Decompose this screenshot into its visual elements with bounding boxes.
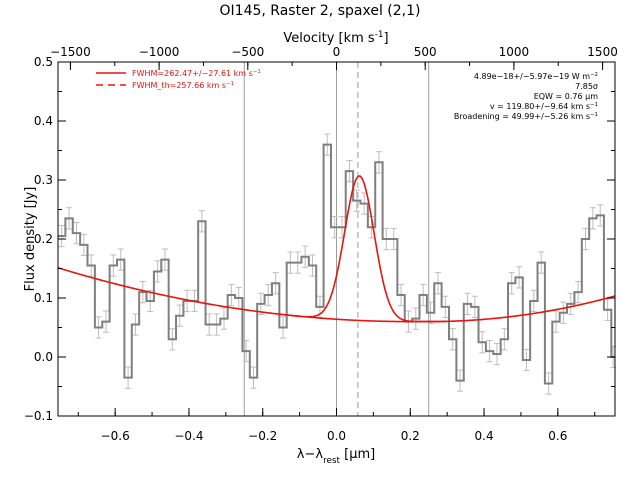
- y-tick-label: 0.2: [34, 232, 53, 246]
- annotation: EQW = 0.76 μm: [534, 92, 598, 101]
- velocity-tick-label: 1000: [499, 45, 530, 59]
- x-axis-label: λ−λrest [μm]: [297, 447, 375, 466]
- reference-lines: [243, 62, 430, 416]
- chart-title: OI145, Raster 2, spaxel (2,1): [220, 3, 421, 19]
- error-bars: [58, 133, 617, 395]
- x-tick-label: 0.2: [401, 429, 420, 443]
- annotation: v = 119.80+/−9.64 km s−1: [490, 102, 598, 111]
- velocity-tick-label: −1000: [139, 45, 180, 59]
- x-tick-label: 0.4: [475, 429, 494, 443]
- y-tick-label: 0.4: [34, 114, 53, 128]
- velocity-tick-label: −1500: [50, 45, 91, 59]
- velocity-tick-label: −500: [231, 45, 264, 59]
- annotation: 4.89e−18+/−5.97e−19 W m−2: [474, 72, 598, 81]
- chart-text: −0.6 −0.4 −0.2 0.0 0.2 0.4 0.6 −0.1 0.0 0.1 0.2 0.3…: [23, 3, 618, 466]
- y-axis-label: Flux density [Jy]: [23, 187, 38, 292]
- velocity-tick-label: 0: [333, 45, 341, 59]
- x-tick-label: −0.2: [248, 429, 277, 443]
- y-tick-label: −0.1: [24, 409, 53, 423]
- velocity-tick-label: 500: [414, 45, 437, 59]
- x-tick-label: 0.0: [327, 429, 346, 443]
- x-tick-label: −0.6: [101, 429, 130, 443]
- y-tick-label: 0.3: [34, 173, 53, 187]
- fit-series: [57, 175, 616, 323]
- y-tick-label: 0.0: [34, 350, 53, 364]
- fit-line: [277, 175, 447, 323]
- velocity-axis-label: Velocity [km s-1]: [283, 30, 388, 46]
- x-tick-label: 0.6: [548, 429, 567, 443]
- velocity-tick-label: 1500: [587, 45, 618, 59]
- x-tick-label: −0.4: [174, 429, 203, 443]
- annotation: Broadening = 49.99+/−5.26 km s−1: [454, 112, 598, 121]
- axes: [57, 61, 616, 417]
- fit-baseline-line: [57, 267, 616, 323]
- legend-label: FWHM=262.47+/−27.61 km s−1: [132, 69, 261, 78]
- y-tick-label: 0.5: [34, 55, 53, 69]
- annotation: 7.85σ: [575, 82, 598, 91]
- y-tick-label: 0.1: [34, 291, 53, 305]
- legend-label: FWHM_th=257.66 km s−1: [132, 81, 234, 90]
